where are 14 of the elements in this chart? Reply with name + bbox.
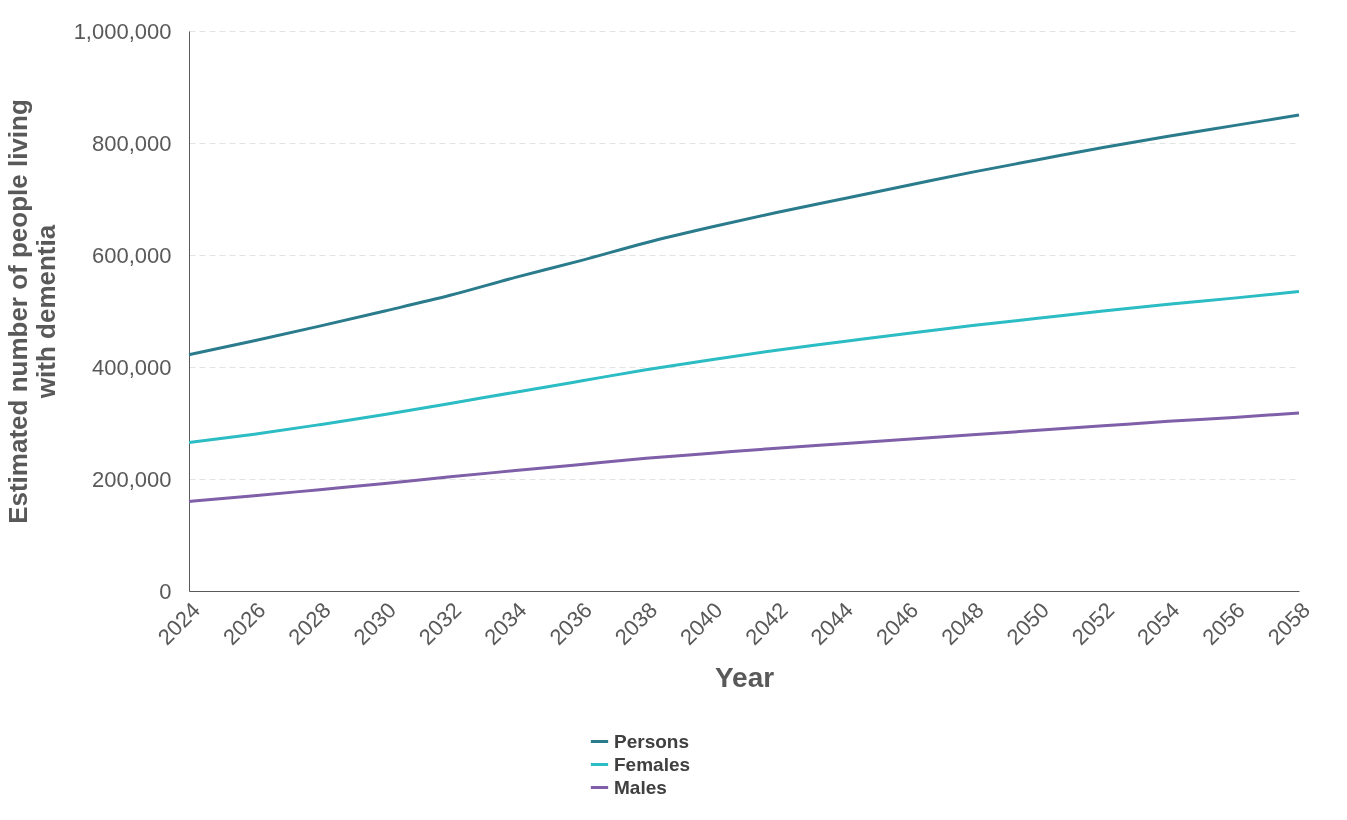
y-tick-label: 1,000,000 [73,18,172,44]
y-tick-label: 200,000 [91,466,172,492]
y-axis-title: Estimated number of people living with dementia [2,99,61,524]
y-tick-label: 600,000 [91,242,172,268]
line-series [187,289,1301,445]
line-series [187,411,1301,503]
legend-label: Females [614,753,691,775]
y-tick-label: 400,000 [91,354,172,380]
legend-label: Males [614,776,667,798]
y-tick-label: 800,000 [91,130,172,156]
x-axis-title: Year [714,661,775,693]
y-tick-label: 0 [159,578,172,604]
legend-label: Persons [614,730,689,752]
line-series [187,113,1301,357]
